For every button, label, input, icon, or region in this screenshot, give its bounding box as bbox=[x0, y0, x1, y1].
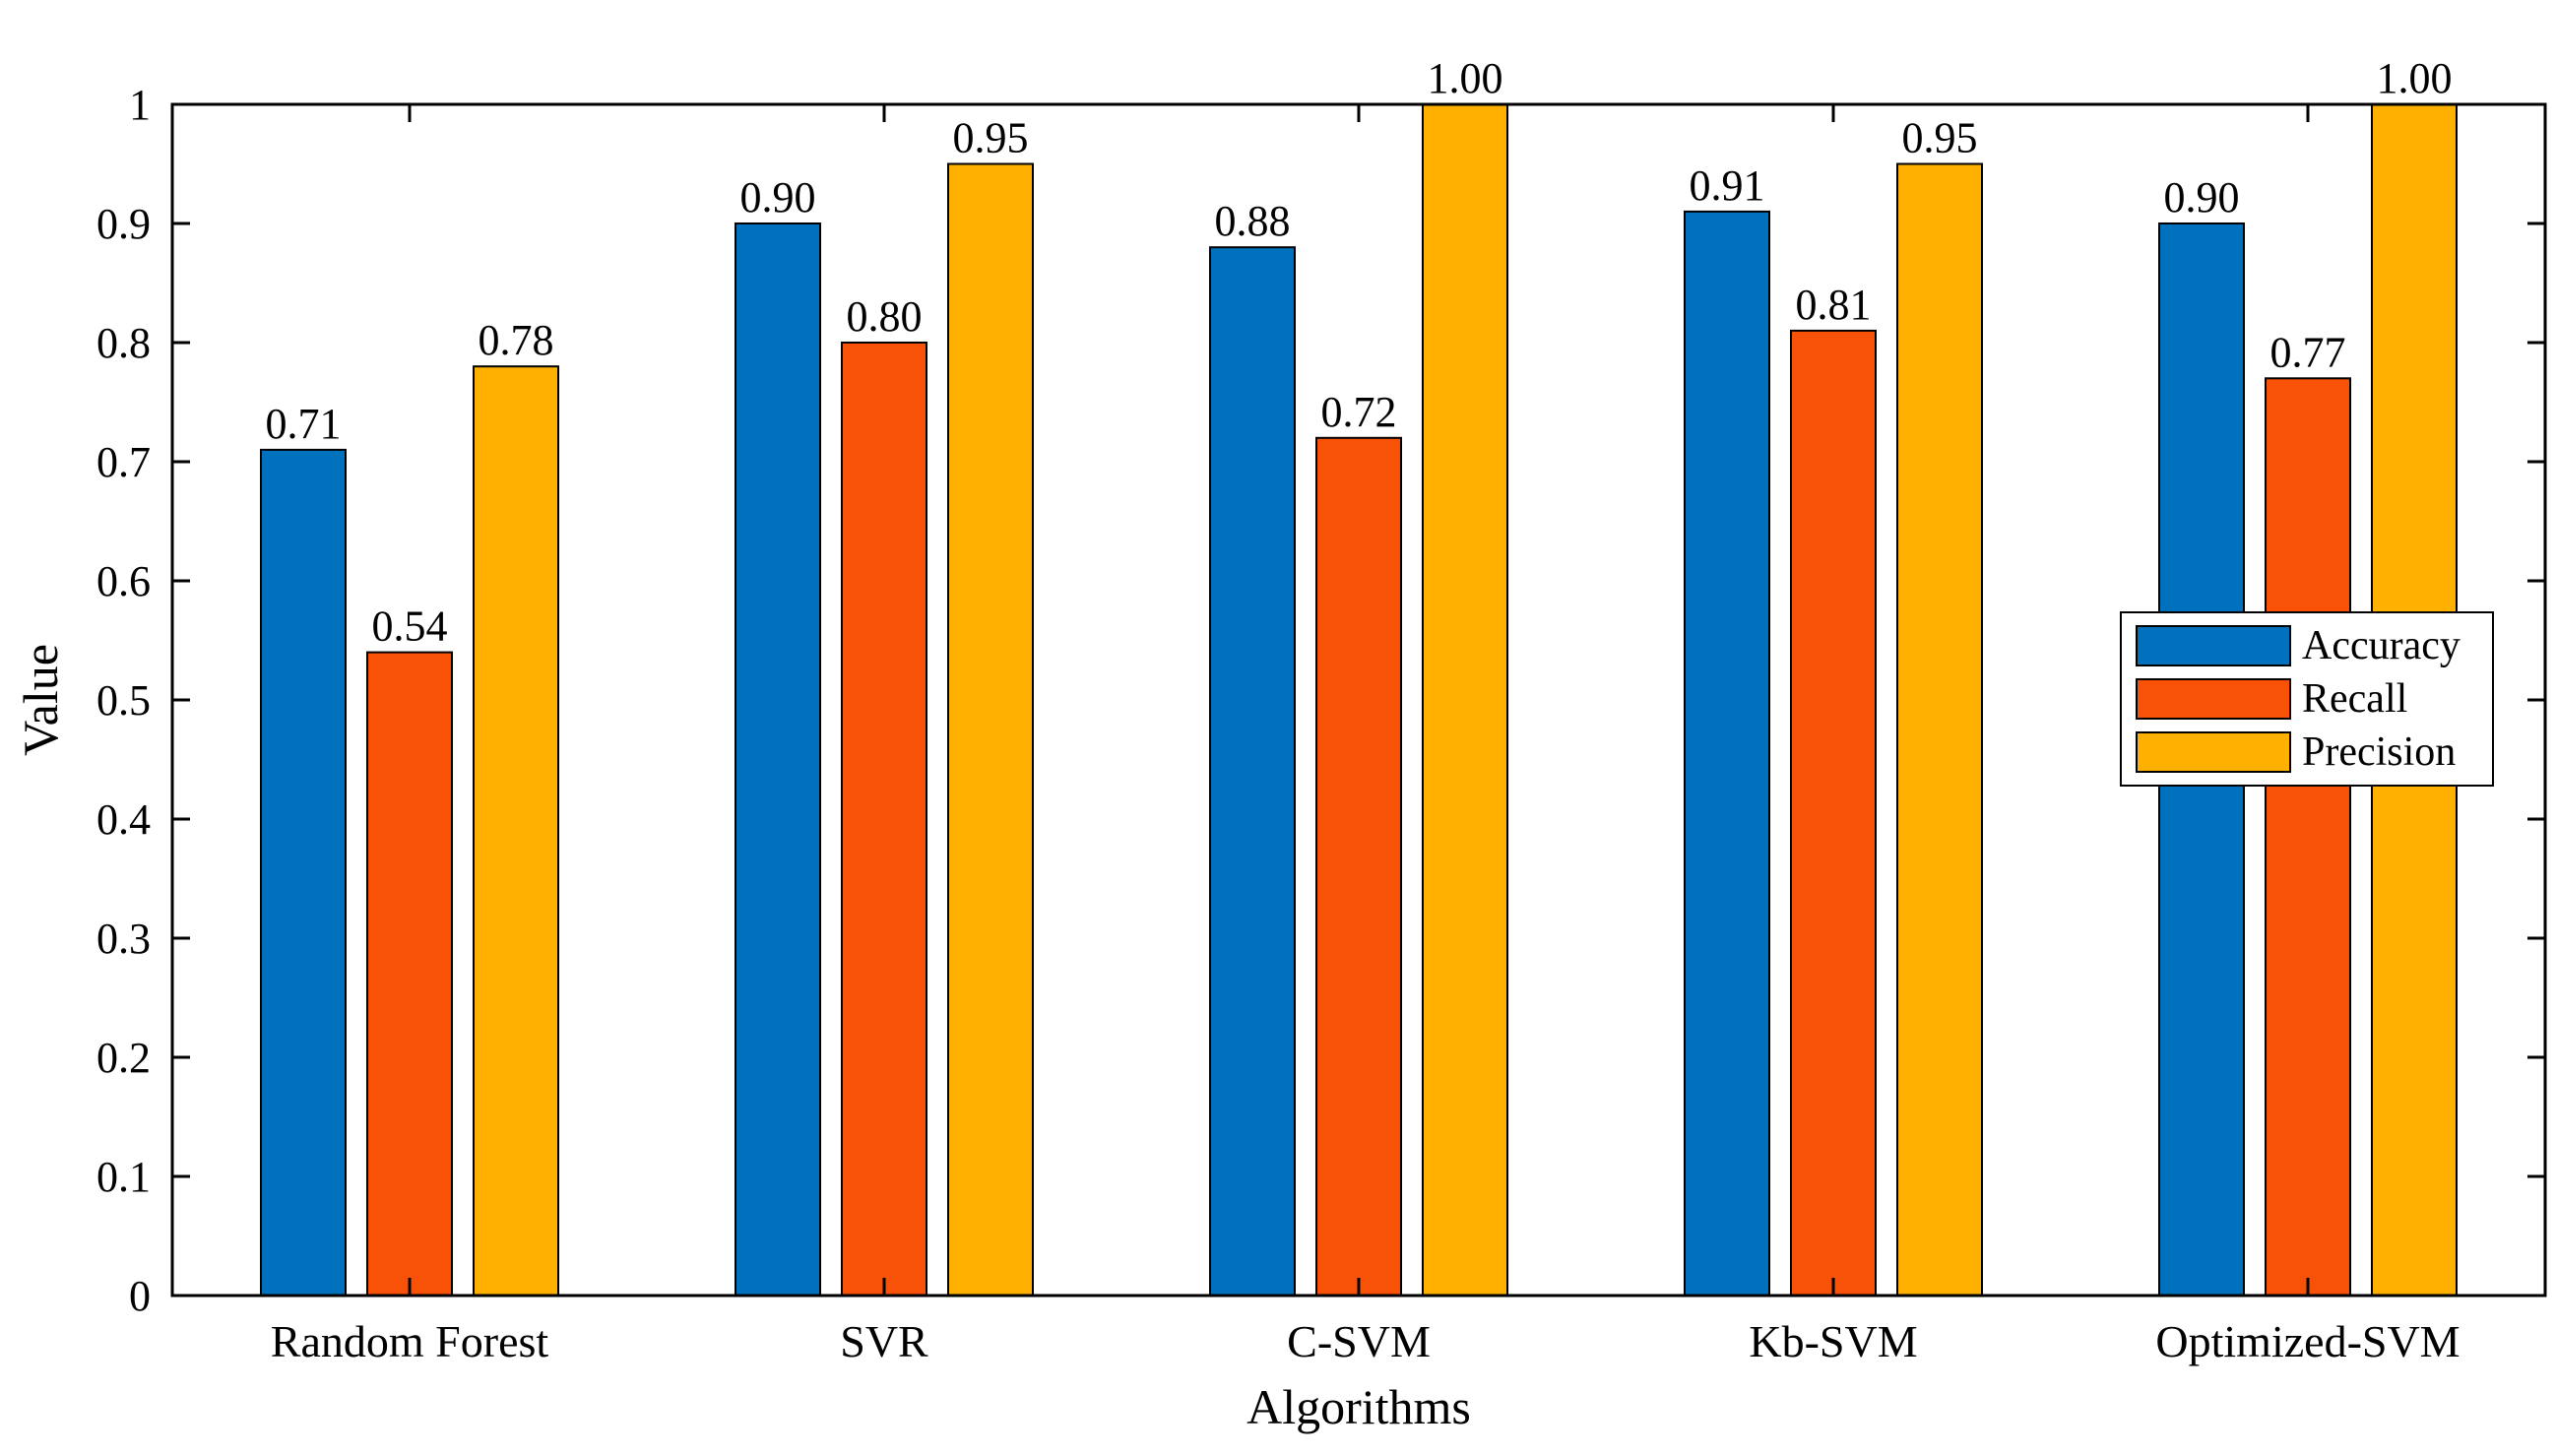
data-label-recall-1: 0.54 bbox=[372, 602, 448, 651]
x-tick-label: C-SVM bbox=[1287, 1316, 1431, 1366]
data-label-recall-2: 0.80 bbox=[847, 292, 923, 341]
y-tick-label: 0.5 bbox=[96, 676, 151, 725]
y-tick-label: 0.9 bbox=[96, 200, 151, 248]
data-label-recall-4: 0.81 bbox=[1796, 281, 1872, 329]
x-tick-label: Kb-SVM bbox=[1749, 1316, 1917, 1366]
data-labels-layer: 0.71 0.54 0.78 0.90 0.80 0.95 0.88 0.72 1.00 0.91… bbox=[266, 54, 2453, 651]
data-label-precision-1: 0.78 bbox=[479, 316, 554, 364]
legend: Accuracy Recall Precision bbox=[2120, 611, 2494, 787]
bar-precision-3 bbox=[1422, 103, 1508, 1297]
x-tick-label: Random Forest bbox=[271, 1316, 549, 1366]
bar-recall-1 bbox=[366, 651, 453, 1297]
y-tick-label: 0.4 bbox=[96, 795, 151, 844]
x-tick-label: Optimized-SVM bbox=[2155, 1316, 2460, 1366]
data-label-precision-4: 0.95 bbox=[1902, 114, 1978, 162]
y-axis-label: Value bbox=[13, 644, 68, 756]
x-tick-label: SVR bbox=[840, 1316, 928, 1366]
bar-precision-4 bbox=[1896, 162, 1983, 1297]
x-axis-label: Algorithms bbox=[1246, 1379, 1471, 1434]
y-tick-label: 0.8 bbox=[96, 319, 151, 367]
data-label-recall-5: 0.77 bbox=[2270, 328, 2346, 376]
data-label-accuracy-2: 0.90 bbox=[740, 173, 816, 222]
bars-layer bbox=[260, 103, 2458, 1298]
y-tick-label: 1 bbox=[129, 81, 151, 129]
data-label-precision-5: 1.00 bbox=[2377, 54, 2453, 102]
y-tick-label: 0.2 bbox=[96, 1034, 151, 1082]
legend-swatch-accuracy bbox=[2136, 625, 2291, 666]
data-label-precision-2: 0.95 bbox=[953, 114, 1029, 162]
data-label-accuracy-3: 0.88 bbox=[1215, 197, 1291, 245]
y-tick-label: 0.3 bbox=[96, 915, 151, 963]
legend-label-recall: Recall bbox=[2302, 676, 2407, 722]
y-tick-label: 0.1 bbox=[96, 1153, 151, 1201]
y-tick-label: 0.6 bbox=[96, 557, 151, 605]
legend-swatch-recall bbox=[2136, 678, 2291, 720]
legend-swatch-precision bbox=[2136, 731, 2291, 773]
y-tick-label: 0.7 bbox=[96, 438, 151, 486]
data-label-accuracy-5: 0.90 bbox=[2164, 173, 2240, 222]
data-label-precision-3: 1.00 bbox=[1428, 54, 1503, 102]
bar-precision-2 bbox=[947, 162, 1034, 1297]
bar-accuracy-2 bbox=[735, 222, 821, 1297]
bar-recall-3 bbox=[1315, 436, 1402, 1297]
bar-recall-4 bbox=[1790, 329, 1877, 1297]
bar-recall-2 bbox=[841, 342, 927, 1297]
data-label-accuracy-4: 0.91 bbox=[1690, 161, 1765, 210]
bar-accuracy-3 bbox=[1209, 246, 1296, 1298]
bar-accuracy-4 bbox=[1684, 210, 1770, 1297]
ticks-layer: Random Forest SVR C-SVM Kb-SVM Optimized-SVM… bbox=[96, 81, 2545, 1366]
bar-precision-1 bbox=[473, 365, 559, 1297]
bar-accuracy-1 bbox=[260, 448, 347, 1297]
data-label-recall-3: 0.72 bbox=[1321, 388, 1397, 436]
bar-recall-5 bbox=[2265, 377, 2351, 1297]
y-tick-label: 0 bbox=[129, 1272, 151, 1320]
data-label-accuracy-1: 0.71 bbox=[266, 400, 342, 448]
legend-label-accuracy: Accuracy bbox=[2302, 623, 2460, 668]
legend-label-precision: Precision bbox=[2302, 729, 2456, 775]
